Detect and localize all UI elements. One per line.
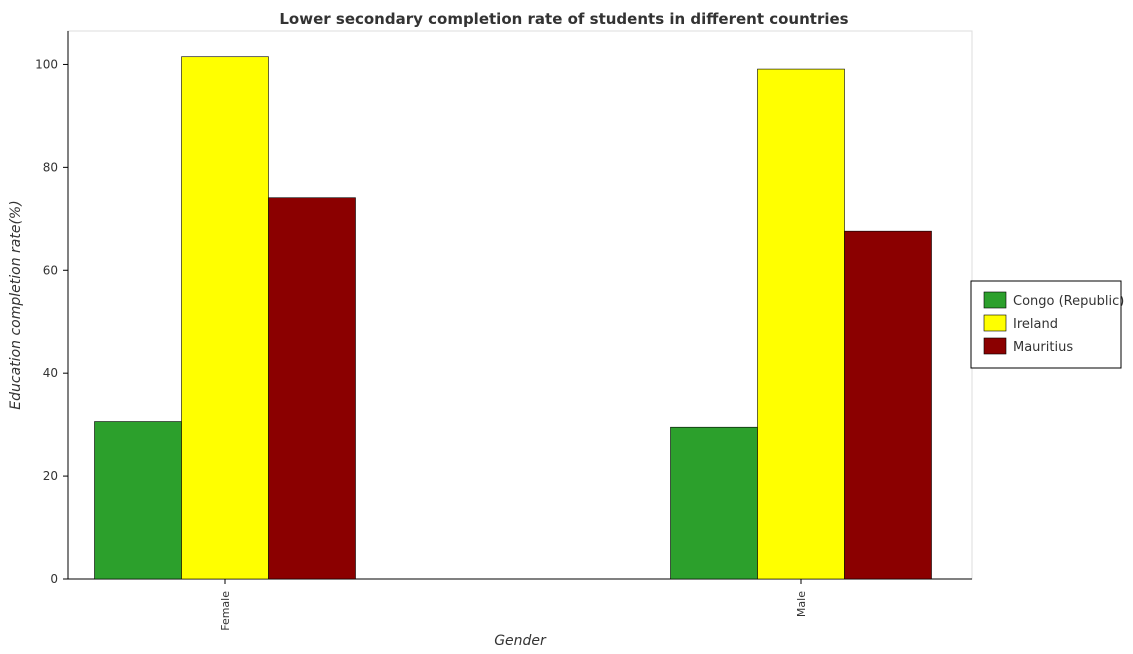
y-tick-label: 20 [43, 469, 58, 483]
bar-mauritius-male [844, 230, 932, 580]
x-tick-label: Female [219, 591, 232, 631]
legend-label: Mauritius [1013, 340, 1073, 355]
bar-mauritius-female [268, 197, 356, 580]
y-tick-label: 40 [43, 366, 58, 380]
legend-swatch [983, 314, 1007, 332]
x-axis-label: Gender [494, 633, 547, 649]
bar-ireland-female [181, 56, 269, 580]
bar-ireland-male [757, 68, 845, 580]
legend-label: Congo (Republic) [1013, 294, 1124, 309]
y-tick-label: 0 [50, 572, 58, 586]
legend-label: Ireland [1013, 317, 1058, 332]
chart-title: Lower secondary completion rate of stude… [279, 10, 848, 28]
y-tick-label: 80 [43, 160, 58, 174]
bar-congo-republic-female [94, 421, 182, 580]
y-tick-label: 100 [35, 57, 58, 71]
y-tick-label: 60 [43, 263, 58, 277]
legend-swatch [983, 291, 1007, 309]
legend-swatch [983, 337, 1007, 355]
x-tick-label: Male [795, 591, 808, 617]
bar-congo-republic-male [670, 426, 758, 580]
legend: Congo (Republic) Ireland Mauritius [970, 280, 1124, 369]
y-axis-label: Education completion rate(%) [8, 200, 24, 409]
